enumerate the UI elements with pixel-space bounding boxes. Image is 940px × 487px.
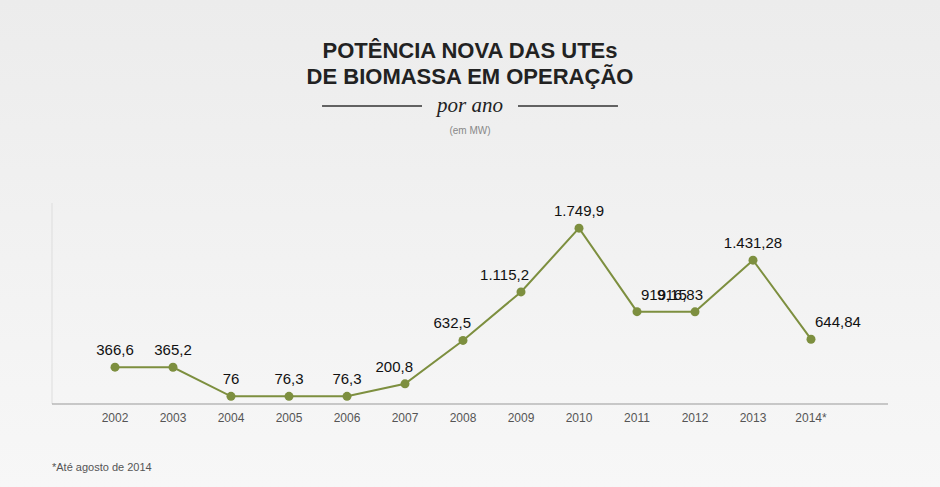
x-tick-label: 2008 bbox=[450, 411, 477, 425]
data-label: 365,2 bbox=[154, 341, 192, 358]
point bbox=[517, 287, 526, 296]
series-line bbox=[115, 228, 811, 396]
subtitle: por ano bbox=[435, 93, 503, 117]
point bbox=[285, 392, 294, 401]
data-label: 1.749,9 bbox=[554, 202, 604, 219]
point bbox=[633, 307, 642, 316]
x-tick-label: 2012 bbox=[682, 411, 709, 425]
point bbox=[169, 363, 178, 372]
plot-area bbox=[111, 224, 816, 401]
x-tick-label: 2013 bbox=[740, 411, 767, 425]
data-label: 366,6 bbox=[96, 341, 134, 358]
chart: POTÊNCIA NOVA DAS UTEsDE BIOMASSA EM OPE… bbox=[0, 0, 940, 487]
y-axis-line bbox=[52, 203, 53, 404]
x-axis-line bbox=[52, 404, 888, 405]
x-tick-label: 2003 bbox=[160, 411, 187, 425]
title: POTÊNCIA NOVA DAS UTEsDE BIOMASSA EM OPE… bbox=[307, 38, 634, 89]
data-label: 916,83 bbox=[657, 286, 703, 303]
background bbox=[0, 0, 940, 487]
point bbox=[227, 392, 236, 401]
data-label: 76 bbox=[223, 370, 240, 387]
point bbox=[691, 307, 700, 316]
point bbox=[111, 363, 120, 372]
x-tick-label: 2005 bbox=[276, 411, 303, 425]
data-label: 76,3 bbox=[274, 370, 303, 387]
footnote: *Até agosto de 2014 bbox=[52, 461, 152, 473]
unit-label: (em MW) bbox=[449, 125, 490, 136]
point bbox=[575, 224, 584, 233]
point bbox=[401, 379, 410, 388]
data-label: 200,8 bbox=[375, 358, 413, 375]
x-tick-label: 2011 bbox=[624, 411, 650, 425]
point bbox=[343, 392, 352, 401]
x-tick-label: 2002 bbox=[102, 411, 129, 425]
x-tick-label: 2014* bbox=[795, 411, 827, 425]
data-label: 1.115,2 bbox=[480, 266, 529, 283]
point bbox=[807, 335, 816, 344]
point bbox=[459, 336, 468, 345]
data-label: 644,84 bbox=[815, 313, 861, 330]
data-label: 76,3 bbox=[332, 370, 361, 387]
title-line: POTÊNCIA NOVA DAS UTEs bbox=[323, 38, 618, 63]
x-tick-label: 2006 bbox=[334, 411, 361, 425]
point bbox=[749, 256, 758, 265]
title-line: DE BIOMASSA EM OPERAÇÃO bbox=[307, 64, 634, 89]
x-tick-label: 2009 bbox=[508, 411, 535, 425]
subtitle-rule bbox=[518, 105, 618, 107]
x-tick-label: 2004 bbox=[218, 411, 245, 425]
x-tick-label: 2010 bbox=[566, 411, 593, 425]
subtitle-rule bbox=[322, 105, 422, 107]
data-label: 1.431,28 bbox=[724, 234, 782, 251]
data-label: 632,5 bbox=[433, 314, 471, 331]
x-tick-label: 2007 bbox=[392, 411, 419, 425]
